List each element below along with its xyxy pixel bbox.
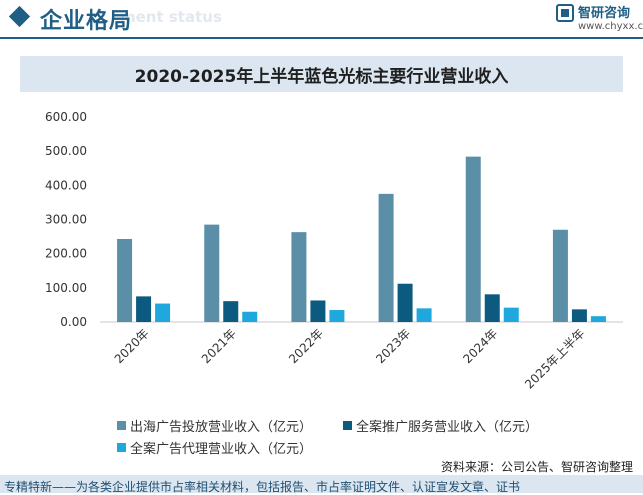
legend-item-series-3: 全案广告代理营业收入（亿元）	[117, 438, 312, 457]
bar-series-3-1	[155, 303, 171, 322]
legend-swatch-series-1	[117, 421, 126, 430]
logo-name: 智研咨询	[578, 6, 631, 21]
y-tick-label: 500.00	[45, 144, 87, 158]
legend-label-series-1: 出海广告投放营业收入（亿元）	[130, 420, 313, 435]
chart-title: 2020-2025年上半年蓝色光标主要行业营业收入	[134, 66, 509, 87]
y-tick-label: 100.00	[45, 281, 87, 295]
logo-icon	[556, 4, 574, 22]
y-tick-label: 600.00	[45, 110, 87, 124]
y-tick-label: 0.00	[60, 315, 87, 329]
legend-label-series-2: 全案推广服务营业收入（亿元）	[356, 420, 539, 435]
y-tick-label: 200.00	[45, 247, 87, 261]
legend-item-series-2: 全案推广服务营业收入（亿元）	[343, 416, 538, 435]
brand-logo: 智研咨询 www.chyxx.com	[556, 2, 643, 36]
x-tick-label: 2025年上半年	[522, 326, 587, 391]
bar-series-2-1	[136, 296, 152, 322]
bar-series-3-2	[242, 311, 258, 322]
legend-item-series-1: 出海广告投放营业收入（亿元）	[117, 416, 312, 435]
bar-series-1-5	[465, 156, 481, 322]
legend-swatch-series-2	[343, 421, 352, 430]
header: ment status 企业格局 智研咨询 www.chyxx.com	[0, 0, 643, 40]
y-tick-label: 400.00	[45, 178, 87, 192]
footer-tagline: 专精特新——为各类企业提供市占率相关材料，包括报告、市占率证明文件、认证宣发文章…	[4, 480, 521, 494]
y-tick-label: 300.00	[45, 213, 87, 227]
bar-series-2-6	[571, 309, 587, 322]
logo-url: www.chyxx.com	[578, 21, 643, 32]
x-tick-label: 2024年	[460, 326, 500, 366]
chart-title-bar: 2020-2025年上半年蓝色光标主要行业营业收入	[20, 56, 623, 92]
bar-series-3-5	[503, 307, 519, 322]
bar-series-1-6	[552, 229, 568, 322]
bar-series-1-3	[291, 232, 307, 322]
section-subtitle: ment status	[120, 8, 222, 26]
x-tick-label: 2021年	[199, 326, 239, 366]
bar-series-3-3	[329, 310, 345, 322]
legend-swatch-series-3	[117, 443, 126, 452]
footer-bar	[0, 475, 643, 493]
bar-series-2-4	[397, 283, 413, 322]
source-note: 资料来源：公司公告、智研咨询整理	[440, 460, 633, 474]
legend-label-series-3: 全案广告代理营业收入（亿元）	[130, 442, 313, 457]
bar-series-2-2	[223, 301, 239, 322]
bar-series-3-6	[590, 316, 606, 322]
bar-series-2-5	[484, 294, 500, 322]
bar-series-3-4	[416, 308, 432, 322]
header-divider	[0, 37, 643, 39]
x-tick-label: 2022年	[286, 326, 326, 366]
bar-series-1-4	[378, 193, 394, 322]
section-title: 企业格局	[40, 9, 133, 34]
bar-series-1-1	[117, 238, 133, 322]
x-tick-label: 2020年	[112, 326, 152, 366]
bar-series-2-3	[310, 300, 326, 322]
x-tick-label: 2023年	[373, 326, 413, 366]
bar-series-1-2	[204, 224, 220, 322]
